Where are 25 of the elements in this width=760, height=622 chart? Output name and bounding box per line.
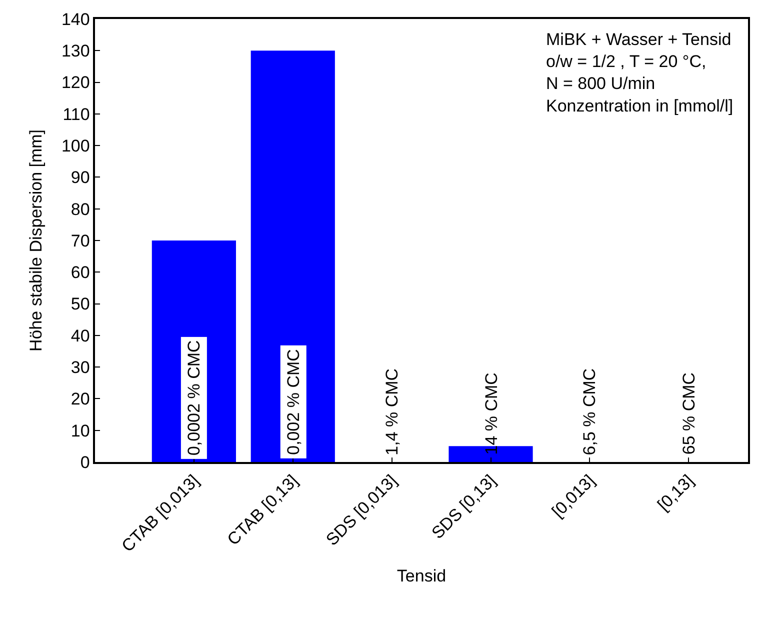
y-tick-label: 20 (70, 390, 90, 409)
y-tick-label: 40 (70, 326, 90, 346)
x-axis-title: Tensid (396, 566, 446, 586)
y-tick-label: 80 (70, 200, 90, 219)
annotation: MiBK + Wasser + Tensid o/w = 1/2 , T = 20 °C, N = 800 U/min Konzentration in [mmol/l] (546, 30, 734, 116)
annotation: 14 % CMC (482, 372, 501, 455)
y-tick-label: 60 (70, 263, 90, 282)
annotation: 1,4 % CMC (382, 368, 402, 456)
y-tick-label: 140 (61, 10, 90, 29)
y-tick-label: 130 (61, 42, 90, 61)
annotation: 0,002 % CMC (284, 349, 303, 455)
y-tick-label: 10 (70, 421, 90, 440)
annotation: 0,0002 % CMC (184, 340, 204, 456)
y-tick-label: 70 (70, 231, 90, 250)
annotation: 65 % CMC (680, 372, 699, 455)
annotation: 6,5 % CMC (580, 368, 600, 456)
y-tick-label: 90 (70, 168, 90, 188)
y-tick-label: 120 (61, 73, 90, 92)
bar (250, 50, 335, 462)
y-axis-title: Höhe stabile Dispersion [mm] (26, 129, 46, 352)
y-tick-label: 0 (80, 452, 90, 472)
y-tick-label: 110 (62, 104, 90, 124)
y-tick-label: 30 (70, 358, 90, 378)
y-tick-label: 50 (70, 294, 90, 314)
y-tick-label: 100 (61, 136, 90, 156)
